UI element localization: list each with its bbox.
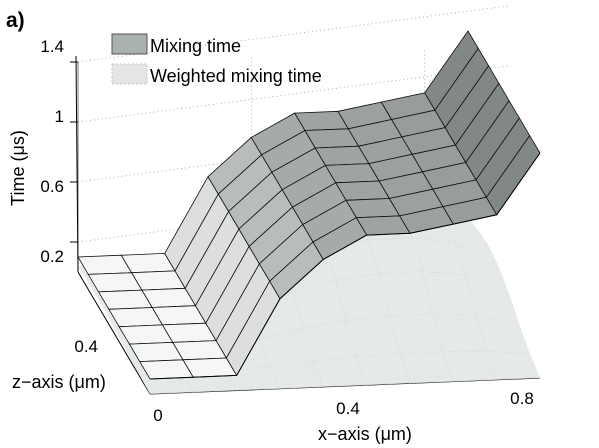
legend-swatch-mixing-time xyxy=(111,33,148,55)
y-tick-labels: 0.2 0.6 1 1.4 xyxy=(40,37,64,266)
x-tick-label: 0 xyxy=(153,406,162,425)
legend-label-weighted-mixing-time: Weighted mixing time xyxy=(150,66,322,86)
weighted-surface-patch xyxy=(356,353,411,386)
y-tick-label: 1.4 xyxy=(40,37,64,56)
x-axis-label: x−axis (μm) xyxy=(318,424,412,444)
y-tick-label: 0.6 xyxy=(40,177,64,196)
panel-label: a) xyxy=(6,9,25,32)
weighted-surface-patch xyxy=(292,280,347,329)
grid-line xyxy=(77,65,509,123)
weighted-surface-patch xyxy=(399,351,454,384)
legend-label-mixing-time: Mixing time xyxy=(150,36,241,56)
y-axis-label: Time (μs) xyxy=(8,130,28,206)
z-axis-line xyxy=(77,271,151,395)
weighted-surface-patch xyxy=(269,360,324,389)
z-tick-labels: 0.4 xyxy=(74,337,98,356)
weighted-surface-patch xyxy=(475,314,530,355)
weighted-surface-patch xyxy=(259,327,314,366)
x-tick-label: 0.4 xyxy=(336,399,360,418)
z-tick-label: 0.4 xyxy=(74,337,98,356)
y-tick-label: 1 xyxy=(55,107,64,126)
x-tick-labels: 0 0.4 0.8 xyxy=(153,389,534,425)
legend: Mixing time Weighted mixing time xyxy=(111,33,322,86)
weighted-surface-patch xyxy=(465,274,520,326)
z-axis-label: z−axis (μm) xyxy=(12,372,106,392)
legend-swatch-weighted-mixing-time xyxy=(111,63,148,85)
weighted-surface-patch xyxy=(444,217,500,269)
weighted-surface-patch xyxy=(411,237,467,276)
y-tick-label: 0.2 xyxy=(40,247,64,266)
weighted-surface-patch xyxy=(389,313,444,354)
grid-line xyxy=(77,5,509,63)
weighted-surface-patch xyxy=(345,315,400,357)
time-axis-line xyxy=(75,55,79,273)
mixing-time-surface xyxy=(77,30,541,380)
weighted-surface-patch xyxy=(442,350,497,382)
x-tick-label: 0.8 xyxy=(510,389,534,408)
weighted-surface-patch xyxy=(226,365,281,391)
weighted-surface-patch xyxy=(312,356,367,388)
weighted-surface-patch xyxy=(378,271,434,316)
mixing-surface-edge xyxy=(149,152,541,380)
